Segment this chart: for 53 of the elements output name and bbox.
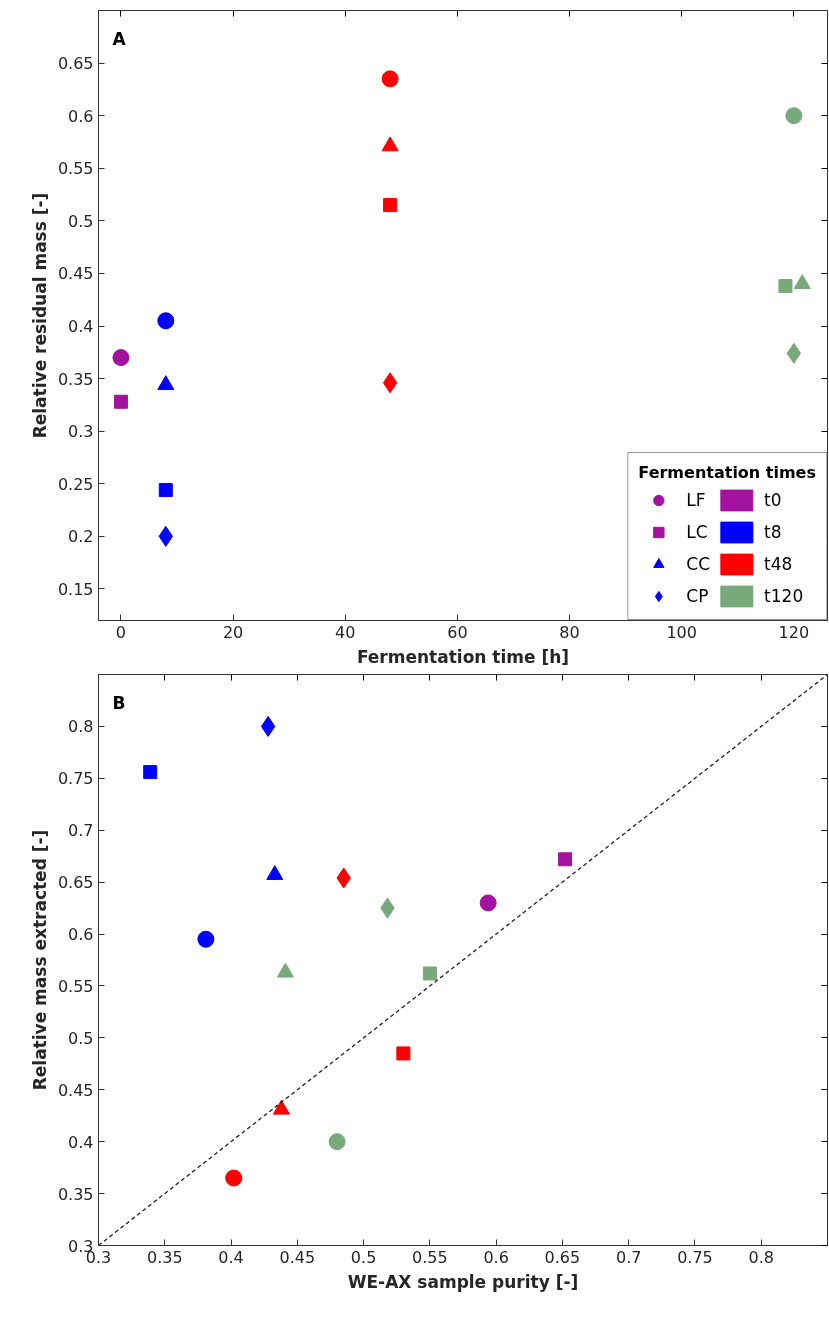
x-tick-label: 0.55 (412, 1247, 448, 1267)
x-tick-label: 80 (559, 622, 580, 642)
y-tick-label: 0.2 (68, 527, 94, 547)
y-tick-label: 0.65 (57, 54, 94, 74)
y-tick-label: 0.75 (57, 769, 94, 789)
x-tick-label: 0.7 (615, 1247, 642, 1267)
legend-label: LC (686, 522, 708, 542)
x-tick-label: 120 (778, 622, 810, 642)
x-tick-label: 20 (222, 622, 244, 642)
legend-label: CP (686, 586, 709, 606)
x-tick-label: 0.4 (218, 1247, 244, 1267)
y-axis-title: Relative residual mass [-] (29, 192, 50, 439)
y-tick-label: 0.65 (57, 873, 94, 893)
y-tick-label: 0.8 (68, 717, 94, 737)
y-tick-label: 0.35 (57, 369, 94, 389)
x-tick-label: 0.65 (544, 1247, 581, 1267)
x-tick-label: 0.8 (748, 1247, 774, 1267)
y-tick-label: 0.15 (57, 579, 94, 599)
x-tick-label: 0.45 (279, 1247, 316, 1267)
y-tick-label: 0.6 (68, 106, 94, 126)
x-tick-label: 100 (666, 622, 697, 642)
x-tick-label: 0.75 (677, 1247, 713, 1267)
legend-label: t0 (764, 490, 783, 510)
y-tick-label: 0.4 (68, 1132, 94, 1152)
y-axis-title: Relative mass extracted [-] (29, 829, 50, 1091)
y-tick-label: 0.3 (68, 422, 94, 442)
x-tick-label: 0.5 (350, 1247, 377, 1267)
y-tick-label: 0.55 (57, 159, 94, 179)
y-tick-label: 0.35 (57, 1184, 94, 1204)
y-tick-label: 0.55 (57, 976, 94, 996)
y-tick-label: 0.7 (68, 821, 94, 841)
y-tick-label: 0.4 (68, 317, 94, 337)
y-tick-label: 0.5 (68, 211, 94, 231)
x-axis-title: WE-AX sample purity [-] (347, 1271, 579, 1292)
legend-label: t120 (764, 586, 804, 606)
x-tick-label: 40 (335, 622, 356, 642)
legend-label: CC (686, 554, 711, 574)
y-tick-label: 0.45 (57, 1080, 94, 1100)
x-tick-label: 0.6 (483, 1247, 509, 1267)
y-tick-label: 0.45 (57, 264, 94, 284)
annotation: A (112, 28, 127, 49)
y-tick-label: 0.25 (57, 474, 94, 494)
x-tick-label: 0.35 (146, 1247, 183, 1267)
legend-title: Fermentation times (638, 463, 816, 482)
legend-label: t8 (764, 522, 783, 542)
y-tick-label: 0.5 (68, 1028, 94, 1048)
x-tick-label: 0 (115, 622, 127, 642)
x-tick-label: 60 (447, 622, 468, 642)
y-tick-label: 0.6 (68, 925, 94, 945)
x-axis-title: Fermentation time [h] (356, 646, 570, 667)
annotation: B (112, 692, 126, 713)
legend-label: LF (686, 490, 707, 510)
legend-label: t48 (764, 554, 793, 574)
